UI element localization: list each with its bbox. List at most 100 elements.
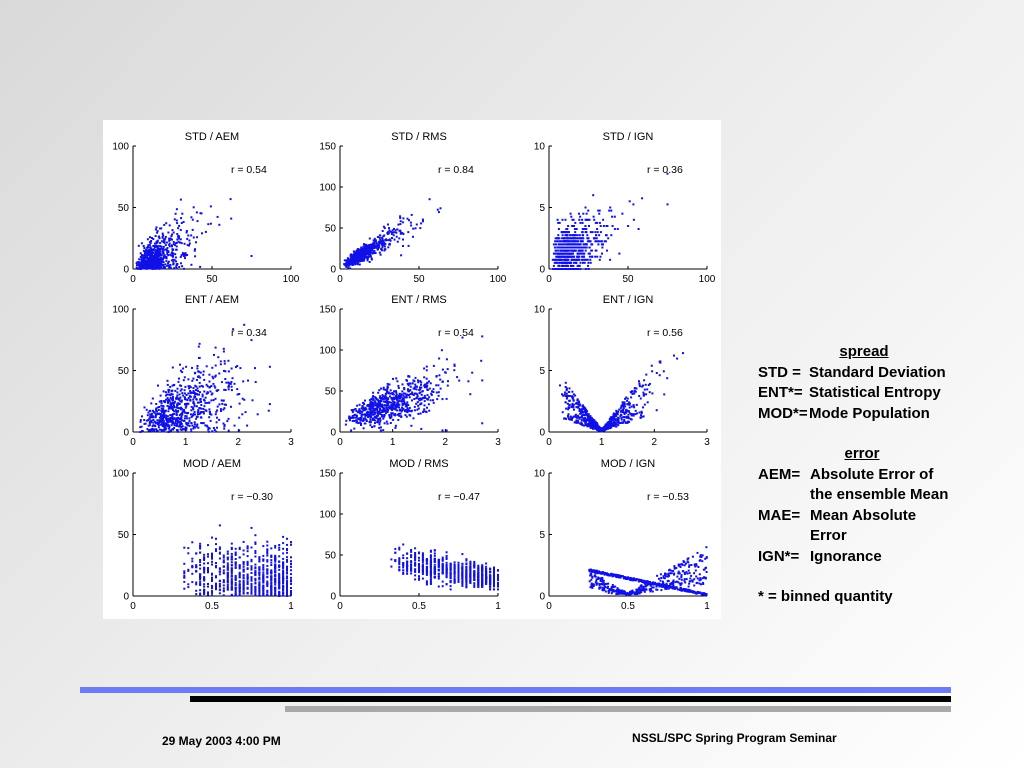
data-point [209,390,212,393]
data-point [154,262,157,265]
data-point [176,387,179,390]
data-point [211,556,213,559]
data-point [210,399,213,402]
data-point [406,409,409,412]
data-point [397,384,400,387]
data-point [584,228,587,230]
x-tick-label: 2 [443,437,449,448]
data-point [380,236,383,239]
data-point [625,396,628,399]
data-point [192,377,195,380]
data-point [190,422,193,425]
data-point [570,416,573,419]
data-point [609,206,612,209]
data-point [589,258,592,261]
data-point [419,412,422,415]
data-point [404,405,407,408]
data-point [200,422,203,424]
data-point [290,565,292,568]
data-point [560,255,563,258]
data-point [360,413,363,416]
data-point [381,409,384,412]
data-point [356,252,359,255]
data-point [188,420,191,422]
data-point [155,226,158,229]
data-point [236,365,239,367]
data-point [158,419,161,422]
data-point [362,427,365,430]
data-point [238,592,241,595]
data-point [422,220,424,223]
data-point [266,569,269,572]
data-point [161,411,164,413]
data-point [137,261,140,264]
data-point [379,411,382,414]
data-point [626,421,629,424]
data-point [234,564,237,567]
data-point [587,237,590,240]
data-point [572,268,575,270]
data-point [218,557,221,560]
data-point [230,575,233,578]
data-point [180,429,183,432]
data-point [595,234,598,237]
data-point [356,258,359,260]
data-point [558,237,561,240]
data-point [354,254,357,256]
data-point [569,243,572,246]
data-point [217,389,220,392]
data-point [185,402,187,405]
data-point [168,224,171,227]
data-point [211,430,214,433]
data-point [194,392,197,395]
data-point [155,251,158,254]
data-point [390,416,393,419]
data-point [395,377,398,380]
data-point [576,402,578,405]
data-point [597,429,600,432]
data-point [214,374,217,377]
data-point [382,235,385,238]
data-point [390,406,393,409]
data-point [207,553,209,556]
data-point [376,243,379,246]
data-point [238,571,241,574]
data-point [178,266,181,268]
data-point [180,423,183,425]
data-point [399,393,402,396]
data-point [365,250,367,253]
data-point [623,413,626,416]
data-point [574,234,577,237]
data-point [368,399,371,402]
data-point [190,430,193,433]
data-point [599,225,602,227]
data-point [184,254,187,257]
data-point [359,419,362,422]
data-point [608,424,611,427]
data-point [445,429,448,432]
data-point [469,393,472,396]
data-point [552,243,555,246]
data-point [286,580,288,583]
data-point [583,406,586,409]
data-point [373,416,376,418]
data-point [192,414,195,417]
data-point [254,586,257,588]
data-point [278,577,281,580]
data-point [386,399,388,402]
data-point [274,563,277,566]
data-point [168,239,171,241]
data-point [172,258,175,261]
data-point [564,395,567,397]
data-point [579,261,582,264]
data-point [424,385,427,388]
data-point [243,323,246,326]
data-point [230,217,233,220]
data-point [414,227,417,230]
data-point [173,402,176,404]
data-point [246,573,249,576]
data-point [238,546,241,549]
data-point [197,357,200,359]
data-point [364,244,367,247]
data-point [274,590,277,593]
